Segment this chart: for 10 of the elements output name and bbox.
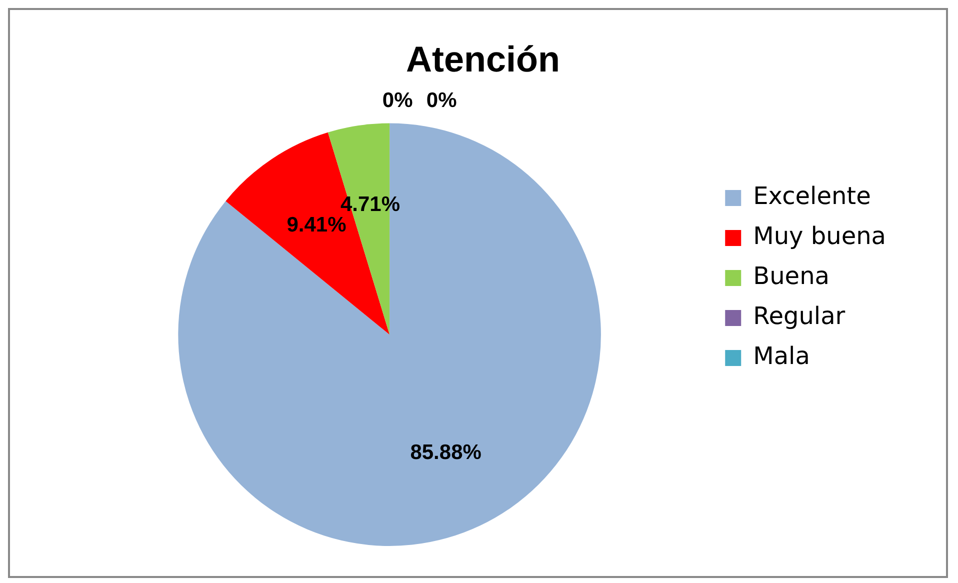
data-label: 85.88% bbox=[410, 440, 482, 464]
chart-title: Atención bbox=[406, 38, 560, 80]
data-label: 9.41% bbox=[286, 214, 347, 237]
legend-label: Buena bbox=[753, 262, 830, 290]
legend-label: Regular bbox=[753, 302, 846, 330]
legend-label: Mala bbox=[753, 342, 810, 370]
text: 0% bbox=[382, 88, 413, 112]
legend-label: Excelente bbox=[753, 182, 871, 210]
text: 0% bbox=[426, 88, 457, 112]
legend-label: Muy buena bbox=[753, 222, 886, 250]
